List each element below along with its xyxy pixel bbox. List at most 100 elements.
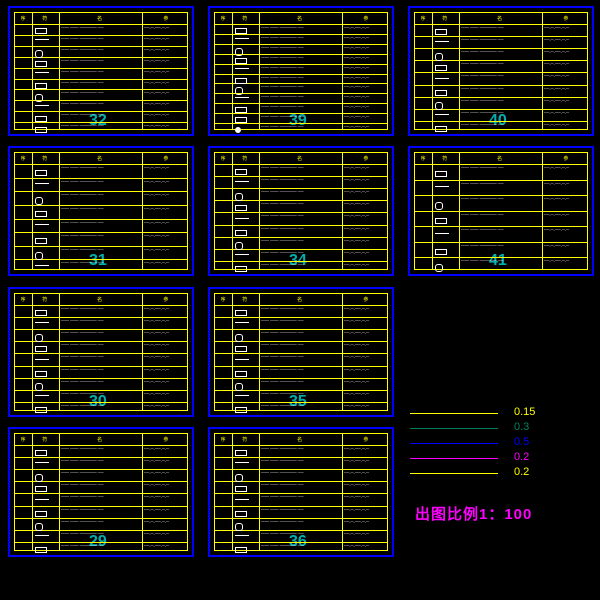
- ref-cell: ──-─-──-─-─: [144, 58, 169, 63]
- legend-line: [410, 473, 498, 474]
- symbol-cell: [235, 169, 247, 175]
- ref-cell: ──-─-──-─-─: [544, 61, 569, 66]
- desc-cell: ─── ─── ────── ──: [61, 25, 140, 30]
- desc-cell: ─── ─── ────── ──: [61, 446, 140, 451]
- ref-cell: ──-─-──-─-─: [344, 482, 369, 487]
- symbol-cell: [435, 171, 447, 177]
- desc-cell: ─── ─── ────── ──: [261, 226, 340, 231]
- ref-cell: ──-─-──-─-─: [344, 519, 369, 524]
- ref-cell: ──-─-──-─-─: [144, 179, 169, 184]
- drawing-sheet-34: ─── ─── ────── ── ──-─-──-─-─ ─── ─── ────…: [208, 146, 394, 276]
- drawing-sheet-29: ─── ─── ────── ── ──-─-──-─-─ ─── ─── ────…: [8, 427, 194, 557]
- drawing-sheet-39: ─── ─── ────── ── ──-─-──-─-─ ─── ─── ────…: [208, 6, 394, 136]
- ref-cell: ──-─-──-─-─: [544, 122, 569, 127]
- ref-cell: ──-─-──-─-─: [344, 45, 369, 50]
- desc-cell: ─── ─── ────── ──: [61, 391, 140, 396]
- desc-cell: ─── ─── ────── ──: [261, 379, 340, 384]
- symbol-cell: [235, 28, 247, 34]
- symbol-cell: [235, 474, 243, 482]
- symbol-cell: [235, 523, 243, 531]
- ref-cell: ──-─-──-─-─: [344, 75, 369, 80]
- symbol-cell: [35, 39, 49, 40]
- ref-cell: ──-─-──-─-─: [144, 379, 169, 384]
- desc-cell: ─── ─── ────── ──: [61, 507, 140, 512]
- symbol-cell: [35, 83, 47, 89]
- ref-cell: ──-─-──-─-─: [344, 543, 369, 548]
- desc-cell: ─── ─── ────── ──: [61, 403, 140, 408]
- legend-value: 0.2: [514, 466, 529, 478]
- symbol-cell: [35, 127, 47, 133]
- legend-value: 0.5: [514, 436, 529, 448]
- ref-cell: ──-─-──-─-─: [144, 470, 169, 475]
- ref-cell: ──-─-──-─-─: [344, 342, 369, 347]
- drawing-sheet-31: ─── ─── ────── ────-─-──-─-──── ─── ────…: [8, 146, 194, 276]
- desc-cell: ─── ─── ────── ──: [261, 330, 340, 335]
- ref-cell: ──-─-──-─-─: [544, 243, 569, 248]
- ref-cell: ──-─-──-─-─: [344, 507, 369, 512]
- desc-cell: ─── ─── ────── ──: [261, 45, 340, 50]
- ref-cell: ──-─-──-─-─: [544, 25, 569, 30]
- symbol-cell: [435, 249, 447, 255]
- symbol-cell: [235, 48, 243, 56]
- desc-cell: ─── ─── ────── ──: [261, 470, 340, 475]
- desc-cell: ─── ─── ────── ──: [261, 177, 340, 182]
- ref-cell: ──-─-──-─-─: [144, 391, 169, 396]
- ref-cell: ──-─-──-─-─: [144, 367, 169, 372]
- desc-cell: ─── ─── ────── ──: [461, 122, 540, 127]
- symbol-cell: [35, 211, 47, 217]
- ref-cell: ──-─-──-─-─: [144, 192, 169, 197]
- desc-cell: ─── ─── ────── ──: [61, 494, 140, 499]
- desc-cell: ─── ─── ────── ──: [61, 531, 140, 536]
- desc-cell: ─── ─── ────── ──: [261, 35, 340, 40]
- symbol-cell: [435, 41, 449, 42]
- desc-cell: ─── ─── ────── ──: [261, 507, 340, 512]
- ref-cell: ──-─-──-─-─: [544, 227, 569, 232]
- drawing-sheet-35: ─── ─── ────── ── ──-─-──-─-─ ─── ─── ────…: [208, 287, 394, 417]
- desc-cell: ─── ─── ────── ──: [261, 250, 340, 255]
- desc-cell: ─── ─── ────── ──: [61, 306, 140, 311]
- symbol-cell: [235, 535, 249, 536]
- desc-cell: ─── ─── ────── ──: [61, 36, 140, 41]
- desc-cell: ─── ─── ────── ──: [261, 543, 340, 548]
- ref-cell: ──-─-──-─-─: [144, 519, 169, 524]
- ref-cell: ──-─-──-─-─: [144, 354, 169, 359]
- symbol-cell: [235, 395, 249, 396]
- symbol-cell: [435, 264, 443, 272]
- symbol-cell: [235, 407, 247, 413]
- symbol-cell: [435, 65, 447, 71]
- desc-cell: ─── ─── ────── ──: [461, 98, 540, 103]
- ref-cell: ──-─-──-─-─: [544, 73, 569, 78]
- symbol-cell: [235, 359, 249, 360]
- drawing-sheet-32: ─── ─── ────── ── ──-─-──-─-─ ─── ─── ────…: [8, 6, 194, 136]
- symbol-cell: [235, 193, 243, 201]
- desc-cell: ─── ─── ────── ──: [261, 446, 340, 451]
- ref-cell: ──-─-──-─-─: [344, 35, 369, 40]
- symbol-cell: [235, 87, 243, 95]
- ref-cell: ──-─-──-─-─: [144, 494, 169, 499]
- symbol-cell: [35, 310, 47, 316]
- desc-cell: ─── ─── ────── ──: [61, 367, 140, 372]
- ref-cell: ──-─-──-─-─: [344, 25, 369, 30]
- symbol-cell: [35, 116, 47, 122]
- desc-cell: ─── ─── ────── ──: [261, 531, 340, 536]
- ref-cell: ──-─-──-─-─: [344, 94, 369, 99]
- symbol-cell: [235, 181, 249, 182]
- ref-cell: ──-─-──-─-─: [344, 403, 369, 408]
- symbol-cell: [235, 547, 247, 553]
- symbol-cell: [35, 61, 47, 67]
- cad-sheet-grid: 32─── ─── ────── ────-─-──-─-──── ─── ──…: [0, 0, 600, 600]
- ref-cell: ──-─-──-─-─: [144, 90, 169, 95]
- desc-cell: ─── ─── ────── ──: [261, 84, 340, 89]
- ref-cell: ──-─-──-─-─: [144, 507, 169, 512]
- ref-cell: ──-─-──-─-─: [144, 123, 169, 128]
- desc-cell: ─── ─── ────── ──: [461, 243, 540, 248]
- desc-cell: ─── ─── ────── ──: [261, 65, 340, 70]
- drawing-sheet-41: ─── ─── ────── ────-─-──-─-──── ─── ────…: [408, 146, 594, 276]
- ref-cell: ──-─-──-─-─: [344, 84, 369, 89]
- symbol-cell: [35, 383, 43, 391]
- desc-cell: ─── ─── ────── ──: [261, 342, 340, 347]
- symbol-cell: [235, 450, 247, 456]
- ref-cell: ──-─-──-─-─: [344, 201, 369, 206]
- desc-cell: ─── ─── ────── ──: [261, 189, 340, 194]
- desc-cell: ─── ─── ────── ──: [61, 165, 140, 170]
